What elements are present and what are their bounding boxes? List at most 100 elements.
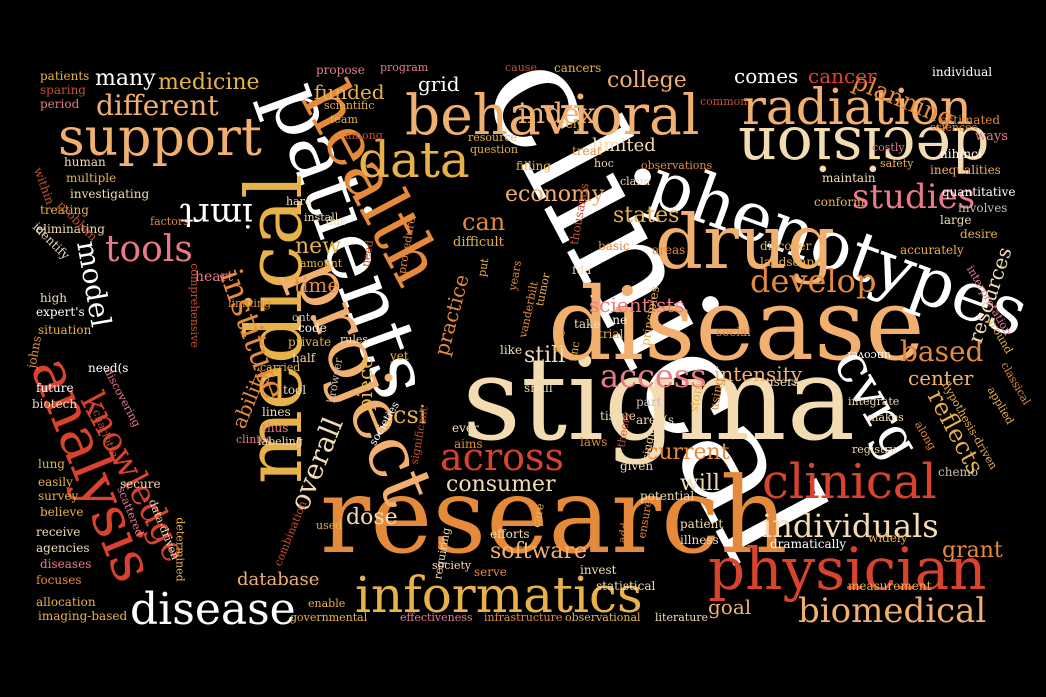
word-consumer: consumer	[446, 472, 556, 497]
word-investigating: investigating	[70, 187, 150, 201]
word-part: part	[636, 395, 662, 409]
word-access: access	[600, 357, 707, 395]
word-survey: survey	[38, 489, 79, 503]
word-one: one	[605, 313, 628, 327]
word-research: research	[320, 455, 788, 577]
word-carried: carried	[260, 361, 301, 374]
word-imaging-based: imaging-based	[38, 609, 128, 623]
word-among: among	[345, 129, 383, 142]
word-treating: treating	[40, 203, 89, 217]
word-claim: claim	[620, 175, 651, 188]
word-widely: widely	[868, 531, 908, 545]
word-biotech: biotech	[32, 397, 78, 411]
word-patients-small: patients	[40, 69, 90, 83]
word-biomedical: biomedical	[798, 591, 987, 631]
word-put: put	[475, 257, 492, 278]
word-difficult: difficult	[453, 235, 504, 250]
word-onto: onto	[292, 311, 317, 324]
word-areas: areas	[652, 243, 686, 257]
word-nih-nci: nih/nci	[940, 147, 982, 161]
word-take: take	[574, 317, 601, 331]
word-can: can	[462, 208, 506, 236]
word-diseases: diseases	[40, 557, 92, 571]
word-individual: individual	[932, 65, 993, 79]
word-conform: conform	[814, 195, 865, 209]
word-grid: grid	[418, 72, 460, 96]
word-treat: treat	[572, 144, 602, 158]
word-factors: factors	[150, 215, 189, 228]
word-install: install	[304, 211, 339, 224]
word-estimated: estimated	[940, 113, 1001, 127]
word-software: software	[490, 539, 588, 564]
word-piece: piece	[353, 356, 378, 412]
word-resource: resource	[468, 131, 518, 144]
word-invest: invest	[580, 563, 617, 577]
word-agencies: agencies	[36, 541, 90, 555]
word-cancer: cancer	[808, 64, 877, 88]
word-potential: potential	[640, 489, 695, 503]
word-easily: easily	[38, 475, 73, 489]
word-maintain: maintain	[822, 171, 876, 185]
word-allocation: allocation	[36, 595, 96, 609]
word-lung: lung	[38, 457, 65, 471]
word-goal: goal	[708, 595, 752, 619]
word-social: social	[716, 325, 751, 339]
word-medicine: medicine	[158, 70, 260, 95]
word-grant: grant	[942, 538, 1003, 563]
word-comes: comes	[734, 64, 799, 88]
word-makes: makes	[868, 411, 904, 424]
word-due: due	[326, 215, 347, 228]
word-funded: funded	[314, 80, 385, 104]
word-data: data	[358, 131, 470, 189]
word-sciences: sciences	[930, 121, 978, 134]
word-shall: shall	[524, 381, 553, 395]
word-many: many	[95, 66, 156, 91]
word-like: like	[500, 343, 523, 357]
word-high: high	[40, 291, 67, 305]
word-dose: dose	[346, 505, 398, 530]
word-effectiveness: effectiveness	[400, 611, 473, 624]
word-common: common	[700, 95, 748, 108]
word-statistical: statistical	[596, 579, 656, 593]
word-believe: believe	[40, 505, 84, 519]
word-serve: serve	[474, 565, 507, 579]
word-clinics: clinics	[236, 433, 272, 446]
word-support: support	[58, 108, 262, 168]
word-years: years	[506, 259, 525, 292]
word-radiation: radiation	[742, 78, 972, 136]
word-develop: develop	[750, 262, 877, 300]
word-disease-white: disease	[130, 584, 296, 635]
word-half: half	[292, 351, 316, 365]
word-hard: hard	[286, 195, 312, 208]
word-secure: secure	[120, 477, 161, 491]
word-uncover: uncover	[846, 349, 891, 362]
word-involves: involves	[958, 201, 1008, 215]
word-program: program	[380, 61, 429, 74]
word-sparing: sparing	[40, 83, 86, 97]
word-different: different	[96, 89, 219, 122]
word-observations: observations	[641, 159, 713, 172]
word-scientific: scientific	[324, 99, 375, 112]
word-registry: registry	[852, 443, 896, 456]
word-hoc: hoc	[594, 157, 614, 170]
word-index: index	[518, 97, 596, 130]
word-within: within	[31, 165, 58, 207]
word-physician: physician	[708, 535, 987, 603]
word-ever: ever	[452, 421, 479, 435]
word-time: time	[294, 273, 340, 297]
word-rules: rules	[340, 333, 369, 346]
word-filling: filling	[516, 159, 551, 173]
word-ways: ways	[975, 129, 1008, 144]
word-needs: need(s	[88, 361, 129, 375]
word-scientists: scientists	[589, 293, 685, 317]
word-college: college	[607, 68, 687, 93]
word-based: based	[900, 335, 984, 368]
word-center: center	[908, 366, 974, 390]
word-yet: yet	[390, 349, 409, 363]
word-tools: tools	[105, 229, 193, 270]
word-limiting: limiting	[228, 297, 272, 310]
word-lines: lines	[262, 405, 291, 419]
word-still: still	[524, 343, 566, 368]
word-enable: enable	[308, 597, 346, 610]
word-quantitative: quantitative	[942, 185, 1016, 199]
